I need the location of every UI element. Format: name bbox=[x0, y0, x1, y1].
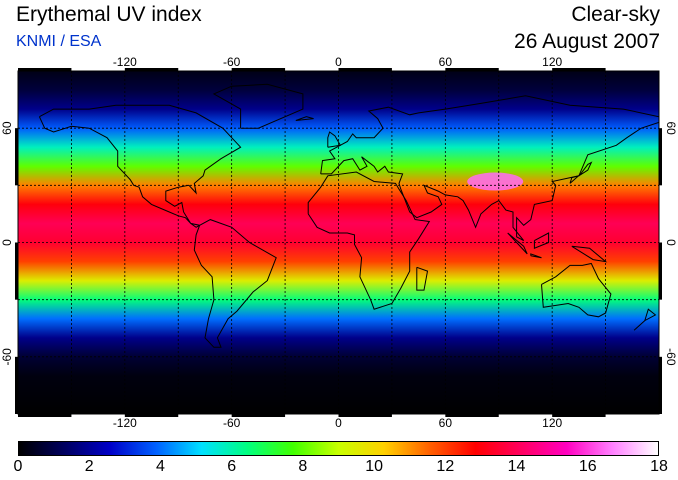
uv-hotspot bbox=[467, 172, 524, 191]
frame-check bbox=[15, 242, 18, 300]
lat-tick-label: -60 bbox=[0, 348, 14, 366]
lon-tick-label: -60 bbox=[223, 55, 241, 69]
coastline bbox=[530, 253, 542, 259]
date-label: 26 August 2007 bbox=[514, 30, 660, 53]
credit-label: KNMI / ESA bbox=[16, 33, 102, 50]
colorbar-tick-label: 0 bbox=[13, 458, 23, 475]
lon-tick-label: -120 bbox=[113, 416, 137, 430]
lon-tick-label: 120 bbox=[542, 416, 562, 430]
colorbar bbox=[18, 441, 659, 456]
lon-tick-label: 120 bbox=[542, 55, 562, 69]
lon-labels-top: -120 -60 0 60 120 bbox=[113, 55, 563, 69]
frame-check bbox=[231, 68, 286, 71]
coastline bbox=[533, 232, 550, 249]
colorbar-tick-label: 10 bbox=[365, 458, 384, 475]
frame-check bbox=[659, 242, 662, 300]
frame-check bbox=[552, 414, 606, 417]
lat-labels-right: 60 0 -60 bbox=[664, 121, 678, 365]
gridlines bbox=[18, 71, 659, 414]
lat-tick-label: 60 bbox=[0, 121, 14, 135]
frame-check bbox=[18, 68, 72, 71]
frame-check bbox=[338, 414, 392, 417]
lat-tick-label: -60 bbox=[664, 348, 678, 366]
colorbar-tick-label: 16 bbox=[578, 458, 597, 475]
frame-check bbox=[445, 68, 499, 71]
coastline bbox=[633, 308, 657, 331]
frame-check bbox=[552, 68, 606, 71]
coastline bbox=[571, 245, 608, 263]
colorbar-tick-label: 14 bbox=[507, 458, 526, 475]
lon-tick-label: 60 bbox=[439, 416, 453, 430]
lat-tick-label: 0 bbox=[0, 239, 14, 246]
frame-checks bbox=[15, 68, 662, 417]
frame-check bbox=[338, 68, 392, 71]
lat-tick-label: 60 bbox=[664, 121, 678, 135]
lat-labels-left: 60 0 -60 bbox=[0, 121, 14, 365]
lat-tick-label: 0 bbox=[664, 239, 678, 246]
lon-tick-label: 0 bbox=[335, 416, 342, 430]
coastline bbox=[541, 262, 612, 318]
frame-check bbox=[124, 414, 179, 417]
colorbar-tick-label: 6 bbox=[227, 458, 237, 475]
coastline bbox=[327, 131, 342, 148]
frame-check bbox=[659, 128, 662, 186]
lon-tick-label: -120 bbox=[113, 55, 137, 69]
frame-check bbox=[18, 414, 72, 417]
map-title: Erythemal UV index bbox=[16, 3, 202, 26]
coastline bbox=[416, 266, 429, 291]
frame-check bbox=[231, 414, 286, 417]
lon-tick-label: 60 bbox=[439, 55, 453, 69]
coastline bbox=[569, 161, 593, 184]
coastline bbox=[295, 116, 314, 121]
colorbar-tick-label: 12 bbox=[436, 458, 455, 475]
frame-check bbox=[124, 68, 179, 71]
colorbar-tick-label: 8 bbox=[298, 458, 308, 475]
coastline bbox=[307, 171, 431, 310]
frame-check bbox=[15, 128, 18, 186]
lon-tick-label: -60 bbox=[223, 416, 241, 430]
frame-check bbox=[15, 356, 18, 414]
colorbar-tick-label: 2 bbox=[84, 458, 94, 475]
lon-labels-bottom: -120 -60 0 60 120 bbox=[113, 416, 563, 430]
map-area bbox=[18, 71, 659, 414]
coastline bbox=[38, 104, 277, 348]
frame-check bbox=[445, 414, 499, 417]
coastline bbox=[507, 232, 528, 255]
lon-tick-label: 0 bbox=[335, 55, 342, 69]
colorbar-labels: 0 2 4 6 8 10 12 14 16 18 bbox=[14, 458, 668, 480]
colorbar-tick-label: 18 bbox=[650, 458, 668, 475]
sky-mode-label: Clear-sky bbox=[571, 3, 660, 26]
frame-check bbox=[659, 356, 662, 414]
colorbar-tick-label: 4 bbox=[155, 458, 165, 475]
hotspot-layer bbox=[467, 172, 524, 191]
